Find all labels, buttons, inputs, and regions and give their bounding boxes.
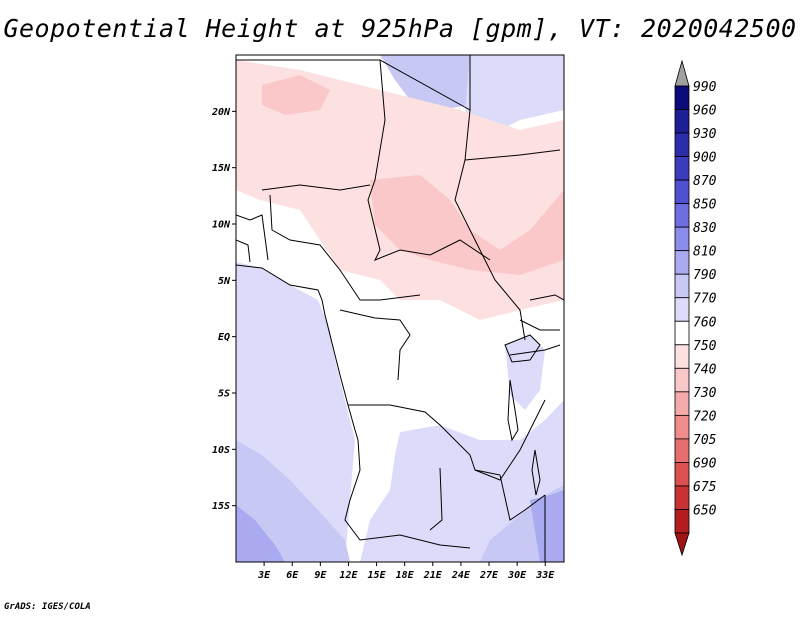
colorbar-bottom-arrow: [674, 532, 690, 557]
lat-tick-label: 5N: [218, 276, 231, 287]
lat-tick-label: 20N: [211, 107, 231, 118]
colorbar-label: 990: [693, 80, 717, 95]
lon-tick-label: 6E: [286, 570, 299, 581]
colorbar-swatch: [674, 414, 690, 440]
colorbar-swatch: [674, 509, 690, 534]
colorbar-swatch: [674, 391, 690, 416]
lon-tick-label: 33E: [535, 570, 555, 581]
colorbar-label: 720: [693, 409, 717, 424]
colorbar-swatch: [674, 344, 690, 369]
colorbar-label: 790: [693, 268, 717, 283]
northwest-pink: [262, 75, 330, 115]
colorbar-label: 830: [693, 221, 717, 236]
lakes: [504, 334, 541, 496]
map-frame: [235, 54, 565, 563]
ocean-southwest-deeper: [236, 505, 285, 562]
colorbar-swatch: [674, 250, 690, 275]
lon-tick-label: 21E: [423, 570, 443, 581]
coastline: [236, 264, 359, 441]
colorbar-swatch: [674, 485, 690, 510]
north-blue-patch: [380, 55, 470, 110]
lat-tick-label: 10S: [212, 445, 230, 456]
colorbar-swatch: [674, 85, 690, 110]
colorbar-label: 770: [693, 292, 717, 307]
colorbar-swatch: [674, 462, 690, 487]
colorbar-swatch: [674, 367, 690, 393]
country-borders: [236, 55, 564, 562]
colorbar-swatch: [674, 156, 690, 181]
central-pink: [370, 175, 564, 275]
colorbar-label: 730: [693, 386, 717, 401]
north-light-blue: [465, 55, 564, 140]
colorbar-swatch: [674, 109, 690, 134]
colorbar-label: 675: [693, 480, 717, 495]
colorbar-label: 650: [693, 503, 717, 518]
colorbar-swatch: [674, 203, 690, 228]
colorbar-label: 810: [693, 245, 717, 260]
lat-tick-label: 15S: [212, 501, 230, 512]
southeast-deep-blue: [530, 490, 564, 562]
geopotential-field: [236, 55, 564, 562]
colorbar-label: 705: [693, 433, 717, 448]
lon-tick-label: 24E: [451, 570, 471, 581]
colorbar-label: 870: [693, 174, 717, 189]
colorbar-label: 960: [693, 104, 717, 119]
colorbar-swatch: [674, 179, 690, 205]
lon-tick-label: 9E: [314, 570, 327, 581]
colorbar-label: 850: [693, 198, 717, 213]
colorbar-label: 690: [693, 456, 717, 471]
colorbar-swatch: [674, 320, 690, 346]
colorbar-label: 760: [693, 315, 717, 330]
grads-credit: GrADS: IGES/COLA: [4, 602, 91, 612]
lon-tick-label: 15E: [368, 570, 387, 581]
map-title: Geopotential Height at 925hPa [gpm], VT:…: [3, 14, 797, 43]
colorbar-label: 900: [693, 151, 717, 166]
lon-tick-label: 30E: [507, 570, 527, 581]
lon-tick-label: 27E: [479, 570, 499, 581]
colorbar-swatch: [674, 273, 690, 299]
lat-tick-label: 5S: [218, 389, 230, 400]
colorbar-swatch: [674, 226, 690, 252]
lake-region-blue: [505, 335, 545, 410]
lat-tick-label: 10N: [212, 220, 231, 231]
colorbar: 990 960 930 900 870 850 830 810 790 770 760 750 740 7…: [674, 59, 717, 557]
colorbar-label: 930: [693, 127, 717, 142]
lon-tick-label: 3E: [257, 570, 271, 581]
ocean-southwest-deep: [236, 440, 350, 562]
lat-tick-label: EQ: [218, 332, 230, 343]
colorbar-swatch: [674, 132, 690, 157]
colorbar-label: 750: [693, 339, 717, 354]
colorbar-swatch: [674, 438, 690, 463]
colorbar-swatch: [674, 297, 690, 322]
lon-tick-label: 18E: [396, 570, 415, 581]
colorbar-top-arrow: [674, 59, 690, 87]
lat-tick-label: 15N: [212, 163, 231, 174]
lon-tick-label: 12E: [339, 570, 358, 581]
colorbar-label: 740: [693, 362, 717, 377]
longitude-axis: 3E 6E 9E 12E 15E 18E 21E 24E 27E 30E 33E: [257, 562, 555, 581]
latitude-axis: 20N 15N 10N 5N EQ 5S 10S 15S: [211, 107, 236, 512]
